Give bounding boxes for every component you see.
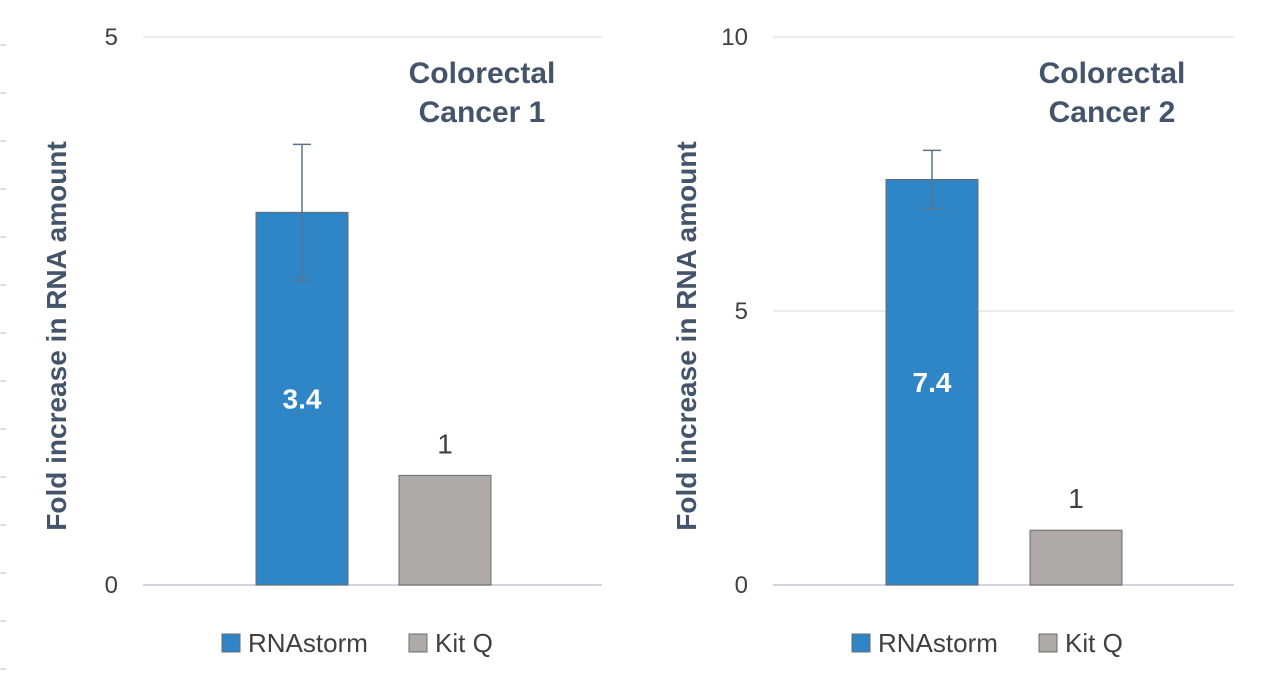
data-label: 3.4: [283, 384, 322, 415]
legend-label: Kit Q: [435, 628, 493, 658]
data-label: 1: [437, 428, 453, 459]
bar: [885, 178, 979, 586]
legend-label: RNAstorm: [878, 628, 998, 658]
y-axis-label: Fold increase in RNA amount: [41, 141, 72, 530]
y-tick-label: 0: [105, 572, 118, 599]
bar: [1029, 529, 1123, 586]
y-tick-label: 5: [105, 24, 118, 51]
legend-swatch: [1038, 633, 1058, 653]
data-label: 7.4: [913, 367, 952, 398]
bar: [398, 474, 492, 586]
legend-swatch: [221, 633, 241, 653]
y-tick-label: 5: [735, 298, 748, 325]
data-label: 1: [1068, 483, 1084, 514]
chart-title-line: Cancer 2: [1049, 96, 1176, 129]
chart-title-line: Colorectal: [1039, 57, 1186, 90]
legend-label: Kit Q: [1065, 628, 1123, 658]
y-tick-label: 0: [735, 572, 748, 599]
chart-title-line: Cancer 1: [419, 96, 546, 129]
chart-title-line: Colorectal: [409, 57, 556, 90]
legend-swatch: [408, 633, 428, 653]
legend-label: RNAstorm: [248, 628, 368, 658]
y-tick-label: 10: [721, 24, 748, 51]
y-axis-label: Fold increase in RNA amount: [671, 141, 702, 530]
legend-swatch: [851, 633, 871, 653]
